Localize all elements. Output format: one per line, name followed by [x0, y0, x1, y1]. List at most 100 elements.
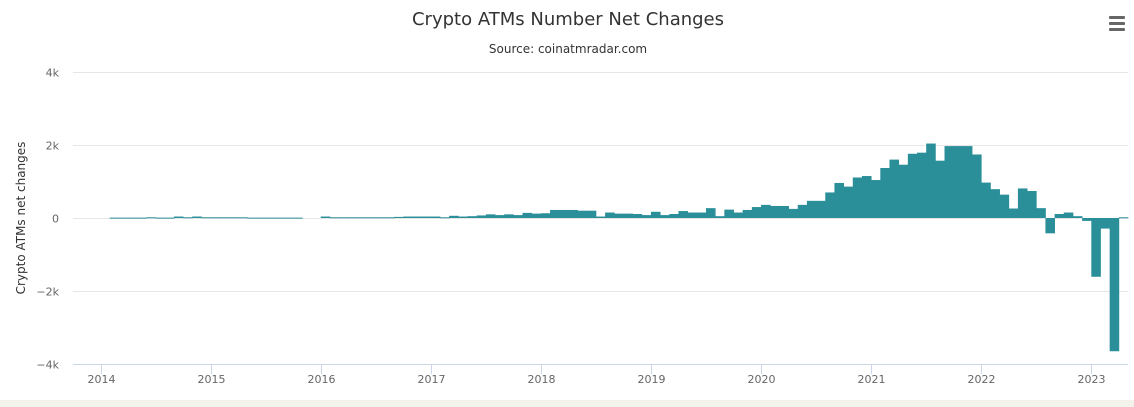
x-tick-label: 2021	[858, 373, 886, 386]
bar	[183, 217, 193, 219]
bar	[173, 216, 184, 218]
bar	[412, 216, 422, 218]
bar	[256, 217, 267, 219]
bar	[1045, 218, 1055, 234]
bar	[614, 213, 624, 218]
bar	[219, 217, 230, 219]
bar	[1054, 213, 1065, 218]
bar	[871, 180, 881, 218]
bar	[1063, 212, 1074, 218]
bar	[421, 216, 432, 218]
y-tick-label: −2k	[36, 286, 59, 299]
bar	[1017, 188, 1028, 218]
bar	[898, 164, 909, 218]
bar	[770, 205, 780, 218]
bar	[816, 200, 826, 218]
x-tick-label: 2017	[418, 373, 446, 386]
bar	[715, 216, 725, 218]
y-tick-label: 4k	[46, 67, 60, 80]
y-axis-title: Crypto ATMs net changes	[14, 142, 28, 295]
bar	[430, 216, 441, 218]
bar-series	[109, 143, 1129, 352]
bar	[944, 146, 955, 218]
bar	[495, 215, 505, 218]
bar	[650, 211, 661, 218]
bar	[568, 209, 578, 218]
bar	[348, 217, 358, 219]
bar	[1036, 208, 1046, 218]
bar	[467, 216, 478, 218]
bar	[265, 217, 276, 219]
bar	[247, 217, 257, 219]
bar	[550, 209, 560, 218]
bar	[889, 159, 900, 218]
x-tick-label: 2023	[1078, 373, 1106, 386]
y-tick-label: 0	[52, 213, 59, 226]
bar	[852, 177, 863, 218]
x-tick-label: 2016	[308, 373, 336, 386]
bar	[751, 207, 762, 218]
bar	[531, 213, 542, 218]
bar	[1091, 218, 1101, 277]
bar	[1118, 217, 1129, 219]
bar	[1109, 218, 1120, 352]
bar	[797, 204, 808, 218]
bar	[485, 214, 496, 218]
bar	[1100, 218, 1111, 229]
bar	[935, 160, 945, 218]
bar	[999, 194, 1010, 218]
bar	[540, 213, 551, 218]
bar	[788, 208, 799, 219]
bar	[623, 213, 633, 218]
bar	[761, 204, 771, 218]
chart-menu-icon[interactable]	[1106, 14, 1128, 32]
bar	[439, 217, 450, 219]
bar	[972, 154, 982, 218]
footer-strip	[0, 400, 1134, 407]
bar	[605, 212, 615, 218]
bar	[137, 217, 147, 219]
bar	[742, 209, 753, 218]
y-tick-label: 2k	[46, 140, 60, 153]
bar	[339, 217, 349, 219]
bar	[724, 209, 734, 218]
bar	[687, 212, 698, 218]
bar	[733, 212, 744, 218]
x-tick-label: 2020	[748, 373, 776, 386]
chart-title: Crypto ATMs Number Net Changes	[412, 9, 724, 30]
bar	[366, 217, 377, 219]
bar	[861, 176, 872, 218]
bar	[660, 215, 670, 218]
bar	[1072, 216, 1083, 218]
bar	[843, 186, 854, 218]
bar	[706, 208, 716, 218]
bar	[1027, 190, 1037, 218]
bar	[164, 217, 175, 219]
x-tick-label: 2018	[528, 373, 556, 386]
bar	[917, 152, 927, 218]
bar	[981, 182, 991, 218]
x-tick-label: 2022	[968, 373, 996, 386]
bar	[926, 143, 936, 218]
bar	[293, 217, 303, 219]
bar	[128, 217, 138, 219]
bar	[907, 153, 918, 218]
bar	[228, 217, 239, 219]
bar	[394, 216, 404, 218]
bar	[403, 216, 413, 218]
bar	[238, 217, 248, 219]
bar	[834, 182, 844, 218]
bar	[953, 146, 964, 218]
bar	[880, 168, 890, 218]
bar	[641, 215, 652, 218]
bar	[504, 214, 514, 218]
bar	[357, 217, 367, 219]
bar	[284, 217, 294, 219]
bar	[678, 211, 689, 218]
bar	[210, 217, 221, 219]
bar	[632, 213, 643, 218]
bar	[192, 216, 202, 218]
bar	[806, 200, 817, 218]
bar	[696, 212, 707, 218]
